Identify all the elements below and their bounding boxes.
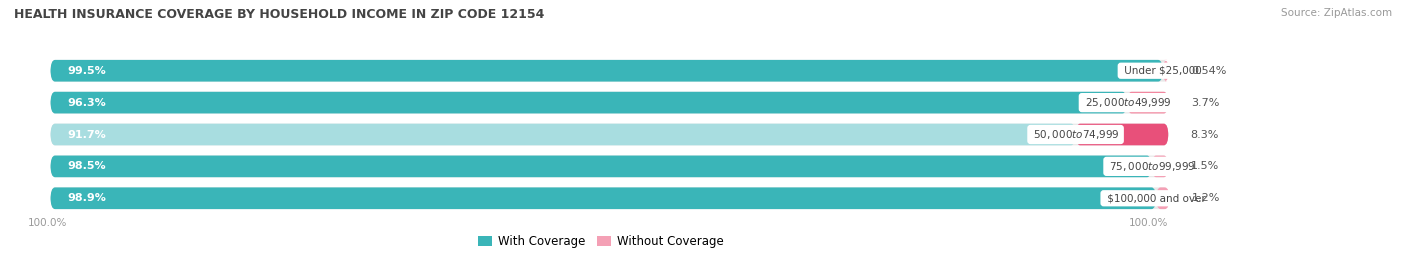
- FancyBboxPatch shape: [51, 92, 1128, 114]
- FancyBboxPatch shape: [1128, 92, 1168, 114]
- Text: 100.0%: 100.0%: [28, 218, 67, 228]
- Text: 1.2%: 1.2%: [1192, 193, 1220, 203]
- FancyBboxPatch shape: [51, 187, 1156, 209]
- FancyBboxPatch shape: [51, 60, 1168, 82]
- Text: 99.5%: 99.5%: [67, 66, 105, 76]
- FancyBboxPatch shape: [51, 92, 1168, 114]
- Text: $100,000 and over: $100,000 and over: [1104, 193, 1209, 203]
- FancyBboxPatch shape: [1163, 60, 1168, 82]
- Text: 1.5%: 1.5%: [1191, 161, 1219, 171]
- Text: 96.3%: 96.3%: [67, 98, 105, 108]
- Text: $75,000 to $99,999: $75,000 to $99,999: [1107, 160, 1197, 173]
- Text: 0.54%: 0.54%: [1191, 66, 1226, 76]
- FancyBboxPatch shape: [51, 155, 1168, 177]
- Text: $50,000 to $74,999: $50,000 to $74,999: [1031, 128, 1121, 141]
- Text: Source: ZipAtlas.com: Source: ZipAtlas.com: [1281, 8, 1392, 18]
- FancyBboxPatch shape: [1152, 155, 1168, 177]
- Text: HEALTH INSURANCE COVERAGE BY HOUSEHOLD INCOME IN ZIP CODE 12154: HEALTH INSURANCE COVERAGE BY HOUSEHOLD I…: [14, 8, 544, 21]
- FancyBboxPatch shape: [51, 187, 1168, 209]
- Text: 98.5%: 98.5%: [67, 161, 105, 171]
- Text: $25,000 to $49,999: $25,000 to $49,999: [1081, 96, 1173, 109]
- FancyBboxPatch shape: [51, 124, 1076, 145]
- FancyBboxPatch shape: [51, 124, 1168, 145]
- FancyBboxPatch shape: [51, 60, 1163, 82]
- Legend: With Coverage, Without Coverage: With Coverage, Without Coverage: [474, 230, 728, 253]
- Text: 3.7%: 3.7%: [1191, 98, 1219, 108]
- FancyBboxPatch shape: [1076, 124, 1168, 145]
- Text: 100.0%: 100.0%: [1129, 218, 1168, 228]
- Text: 8.3%: 8.3%: [1191, 129, 1219, 140]
- FancyBboxPatch shape: [1156, 187, 1170, 209]
- FancyBboxPatch shape: [51, 155, 1152, 177]
- Text: 98.9%: 98.9%: [67, 193, 105, 203]
- Text: 91.7%: 91.7%: [67, 129, 105, 140]
- Text: Under $25,000: Under $25,000: [1121, 66, 1205, 76]
